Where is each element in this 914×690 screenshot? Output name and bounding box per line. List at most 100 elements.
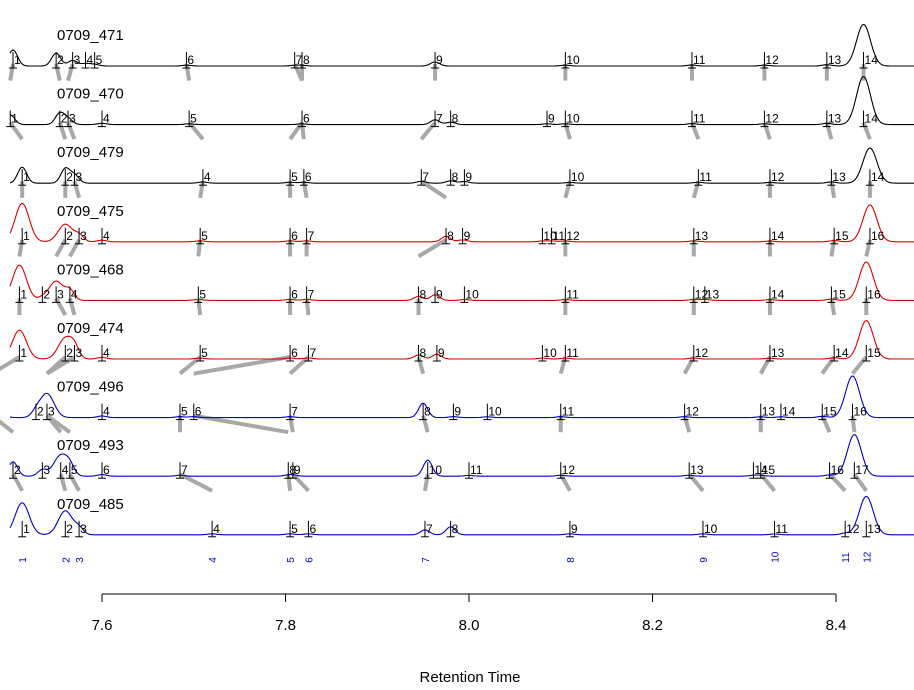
peak-marker: 5: [65, 462, 78, 479]
peak-label: 9: [436, 287, 443, 301]
peak-marker: 7: [175, 462, 188, 479]
peak-label: 12: [686, 405, 700, 419]
peak-marker: 3: [38, 462, 50, 479]
peak-marker: 5: [196, 227, 208, 245]
alignment-link: [416, 356, 426, 375]
alignment-link: [288, 355, 310, 376]
peak-label: 2: [61, 112, 68, 126]
alignment-link: [682, 356, 696, 375]
alignment-link: [45, 355, 76, 376]
peak-marker: 16: [825, 462, 845, 479]
peak-marker: 7: [302, 227, 315, 245]
peak-marker: 10: [561, 52, 580, 69]
alignment-group-labels: 1 2 3 4 5 6 7 8 9 10 11 12: [18, 551, 873, 563]
peak-label: 2: [66, 522, 73, 536]
peak-marker: 1: [15, 345, 27, 362]
peak-marker: 3: [75, 227, 87, 245]
peak-label: 1: [23, 522, 30, 536]
peak-marker: 2: [38, 286, 50, 303]
alignment-link: [864, 239, 872, 257]
peak-label: 15: [835, 229, 849, 243]
x-tick-label: 7.8: [275, 617, 296, 634]
x-tick-label: 7.6: [92, 617, 113, 634]
peak-marker: 1: [6, 110, 18, 128]
peak-marker: 4: [98, 345, 110, 362]
peak-marker: 2: [55, 110, 68, 128]
peak-label: 5: [96, 53, 103, 67]
peak-marker: 11: [465, 462, 483, 479]
peak-label: 14: [771, 287, 785, 301]
alignment-link: [563, 122, 572, 140]
alignment-link: [828, 472, 847, 493]
peak-label: 8: [424, 405, 431, 419]
peak-label: 14: [771, 229, 785, 243]
peak-marker: 13: [822, 110, 841, 128]
peak-label: 2: [14, 463, 21, 477]
alignment-link: [288, 121, 304, 141]
peak-label: 2: [43, 287, 50, 301]
peak-marker: 12: [841, 520, 860, 538]
trace-label: 0709_468: [57, 261, 124, 278]
peak-label: 8: [420, 287, 427, 301]
alignment-link: [66, 121, 77, 140]
peak-marker: 13: [862, 520, 881, 538]
x-tick-label: 8.2: [642, 617, 663, 634]
peak-marker: 6: [182, 52, 194, 69]
trace-label: 0709_475: [57, 203, 124, 220]
group-label: 1: [18, 557, 29, 563]
x-axis: 7.6 7.8 8.0 8.2 8.4: [92, 593, 846, 634]
alignment-link: [11, 473, 24, 492]
peak-label: 3: [48, 405, 55, 419]
alignment-link: [420, 179, 448, 200]
peak-marker: 9: [565, 520, 578, 538]
peak-marker: 8: [414, 286, 427, 303]
peak-label: 16: [831, 463, 845, 477]
alignment-link: [682, 415, 692, 433]
peak-marker: 3: [70, 345, 82, 362]
peak-label: 2: [66, 346, 73, 360]
peak-label: 13: [762, 405, 776, 419]
alignment-link: [72, 180, 81, 199]
peak-marker: 15: [862, 345, 881, 362]
peak-marker: 16: [865, 227, 885, 245]
peak-marker: 7: [417, 169, 429, 186]
alignment-link: [759, 356, 772, 375]
peak-label: 2: [66, 170, 73, 184]
peak-label: 5: [190, 112, 197, 126]
peak-marker: 3: [52, 286, 64, 303]
peak-marker: 4: [98, 403, 110, 421]
peak-marker: 16: [848, 403, 867, 421]
peak-label: 1: [14, 53, 21, 67]
peak-label: 4: [103, 112, 110, 126]
peak-marker: 2: [52, 52, 64, 69]
peak-label: 13: [867, 522, 881, 536]
peak-label: 9: [438, 346, 445, 360]
trace-line: [9, 261, 914, 301]
peak-marker: 7: [290, 52, 303, 69]
peak-label: 3: [75, 346, 82, 360]
peak-marker: 9: [432, 345, 445, 362]
peak-label: 7: [309, 346, 316, 360]
group-label: 5: [286, 557, 297, 563]
group-label: 10: [771, 551, 782, 563]
peak-marker: 10: [538, 227, 557, 245]
group-label: 4: [208, 557, 219, 563]
peak-label: 10: [566, 112, 580, 126]
peak-label: 3: [75, 170, 82, 184]
trace-label: 0709_485: [57, 496, 124, 513]
group-label: 12: [862, 551, 873, 563]
peak-label: 10: [543, 229, 557, 243]
peak-marker: 3: [75, 520, 87, 538]
peak-label: 1: [20, 346, 27, 360]
peak-label: 7: [422, 170, 429, 184]
peak-marker: 12: [556, 462, 575, 479]
alignment-link: [193, 413, 289, 435]
alignment-link: [179, 472, 214, 493]
peak-label: 13: [828, 53, 842, 67]
peak-marker: 4: [98, 227, 110, 245]
alignment-link: [563, 180, 572, 199]
peak-label: 3: [57, 287, 64, 301]
peak-marker: 10: [565, 169, 585, 186]
